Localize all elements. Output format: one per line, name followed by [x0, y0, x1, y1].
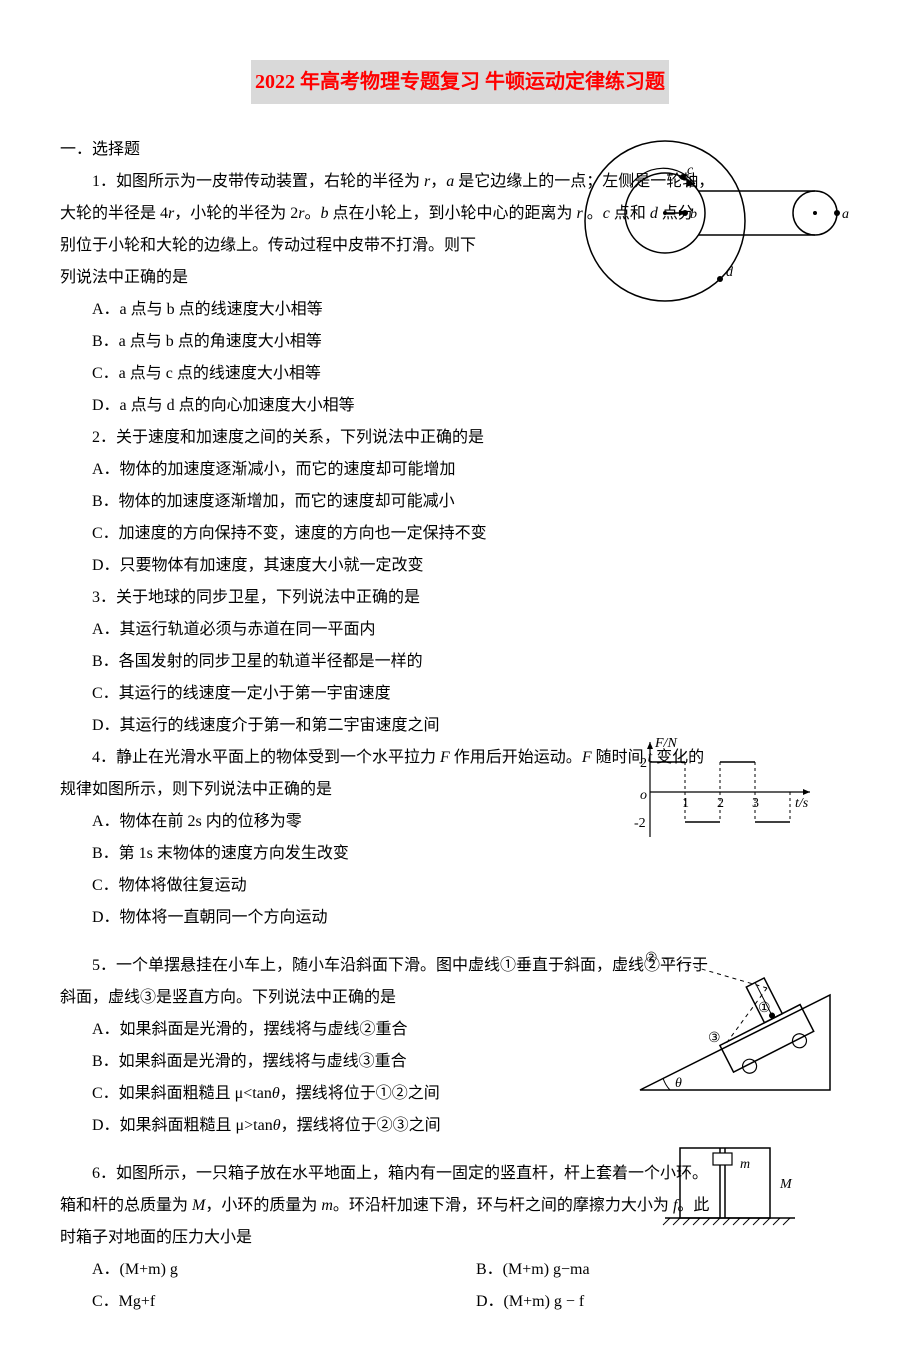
- q3-block: 3．关于地球的同步卫星，下列说法中正确的是 A．其运行轨道必须与赤道在同一平面内…: [60, 582, 860, 742]
- q3-optB: B．各国发射的同步卫星的轨道半径都是一样的: [60, 646, 860, 678]
- q6-opts-row1: A．(M+m) g B．(M+m) g−ma: [60, 1254, 860, 1286]
- text: 点在小轮上，到小轮中心的距离为: [329, 205, 577, 222]
- q1-block: 1．如图所示为一皮带传动装置，右轮的半径为 r，a 是它边缘上的一点；左侧是一轮…: [60, 166, 860, 422]
- q2-optA: A．物体的加速度逐渐减小，而它的速度却可能增加: [60, 454, 860, 486]
- page-title: 2022 年高考物理专题复习 牛顿运动定律练习题: [251, 60, 669, 104]
- text: D．如果斜面粗糙且 μ>tan: [92, 1117, 273, 1134]
- q4-optD: D．物体将一直朝同一个方向运动: [60, 902, 860, 934]
- var-theta: θ: [273, 1117, 281, 1134]
- var-F: F: [440, 749, 450, 766]
- q2-optB: B．物体的加速度逐渐增加，而它的速度却可能减小: [60, 486, 860, 518]
- text: ，摆线将位于①②之间: [280, 1085, 440, 1102]
- q4-figure: F/N t/s o 2 -2 1 2 3: [620, 737, 820, 847]
- var-b: b: [321, 205, 329, 222]
- fig4-x3: 3: [752, 796, 759, 811]
- text: 4．静止在光滑水平面上的物体受到一个水平拉力: [92, 749, 440, 766]
- q1-figure: b c d a: [570, 136, 850, 306]
- fig1-c: c: [687, 163, 694, 178]
- fig5-3: ③: [708, 1031, 721, 1046]
- fig5-theta: θ: [675, 1076, 682, 1091]
- q3-stem: 3．关于地球的同步卫星，下列说法中正确的是: [60, 582, 860, 614]
- var-F: F: [582, 749, 592, 766]
- text: ，小轮的半径为 2: [174, 205, 298, 222]
- fig6-M: M: [779, 1177, 793, 1192]
- text: ，: [430, 173, 446, 190]
- q6-optB: B．(M+m) g−ma: [476, 1254, 860, 1286]
- q6-block: 6．如图所示，一只箱子放在水平地面上，箱内有一固定的竖直杆，杆上套着一个小环。 …: [60, 1158, 860, 1318]
- fig1-d: d: [726, 265, 734, 280]
- q1-optB: B．a 点与 b 点的角速度大小相等: [60, 326, 860, 358]
- text: 作用后开始运动。: [450, 749, 582, 766]
- fig4-xlabel: t/s: [795, 796, 809, 811]
- fig4-y2: 2: [640, 756, 647, 771]
- text: ，小环的质量为: [205, 1197, 321, 1214]
- var-m: m: [321, 1197, 333, 1214]
- q6-figure: m M: [660, 1133, 810, 1233]
- fig6-m: m: [740, 1157, 750, 1172]
- fig5-2: ②: [645, 951, 658, 966]
- text: 箱和杆的总质量为: [60, 1197, 192, 1214]
- q2-optC: C．加速度的方向保持不变，速度的方向也一定保持不变: [60, 518, 860, 550]
- q2-block: 2．关于速度和加速度之间的关系，下列说法中正确的是 A．物体的加速度逐渐减小，而…: [60, 422, 860, 582]
- fig4-x2: 2: [717, 796, 724, 811]
- q6-optD: D．(M+m) g − f: [476, 1286, 860, 1318]
- q4-block: 4．静止在光滑水平面上的物体受到一个水平拉力 F 作用后开始运动。F 随时间 t…: [60, 742, 860, 934]
- text: 。环沿杆加速下滑，环与杆之间的摩擦力大小为: [333, 1197, 673, 1214]
- fig4-ym2: -2: [634, 816, 646, 831]
- spacer: [60, 934, 860, 950]
- q3-optC: C．其运行的线速度一定小于第一宇宙速度: [60, 678, 860, 710]
- var-M: M: [192, 1197, 205, 1214]
- fig5-1: ①: [758, 1001, 771, 1016]
- q3-optA: A．其运行轨道必须与赤道在同一平面内: [60, 614, 860, 646]
- q2-stem: 2．关于速度和加速度之间的关系，下列说法中正确的是: [60, 422, 860, 454]
- q1-optC: C．a 点与 c 点的线速度大小相等: [60, 358, 860, 390]
- fig4-ylabel: F/N: [654, 737, 677, 751]
- title-container: 2022 年高考物理专题复习 牛顿运动定律练习题: [60, 60, 860, 124]
- fig1-b: b: [690, 207, 697, 222]
- q5-block: 5．一个单摆悬挂在小车上，随小车沿斜面下滑。图中虚线①垂直于斜面，虚线②平行于 …: [60, 950, 860, 1142]
- var-theta: θ: [272, 1085, 280, 1102]
- text: 。: [305, 205, 321, 222]
- fig4-o: o: [640, 788, 647, 803]
- text: C．如果斜面粗糙且 μ<tan: [92, 1085, 272, 1102]
- text: 1．如图所示为一皮带传动装置，右轮的半径为: [92, 173, 424, 190]
- q1-optD: D．a 点与 d 点的向心加速度大小相等: [60, 390, 860, 422]
- q6-optA: A．(M+m) g: [92, 1254, 476, 1286]
- q2-optD: D．只要物体有加速度，其速度大小就一定改变: [60, 550, 860, 582]
- q5-figure: θ ② ③ ①: [630, 950, 840, 1100]
- q6-opts-row2: C．Mg+f D．(M+m) g − f: [60, 1286, 860, 1318]
- fig1-a: a: [842, 207, 849, 222]
- q4-optC: C．物体将做往复运动: [60, 870, 860, 902]
- text: 大轮的半径是 4: [60, 205, 168, 222]
- fig4-x1: 1: [682, 796, 689, 811]
- text: ，摆线将位于②③之间: [281, 1117, 441, 1134]
- q6-optC: C．Mg+f: [92, 1286, 476, 1318]
